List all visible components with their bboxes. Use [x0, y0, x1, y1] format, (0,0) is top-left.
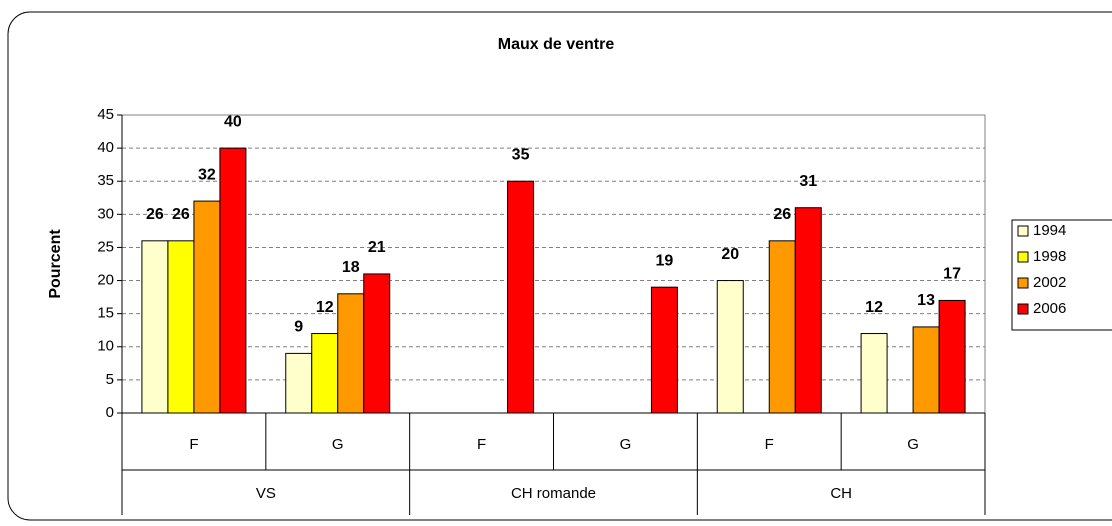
bar [912, 326, 940, 414]
y-tick-label: 35 [97, 172, 114, 189]
y-axis-label: Pourcent [47, 229, 64, 299]
y-tick-label: 20 [97, 272, 114, 289]
legend-box [1011, 219, 1112, 331]
legend-swatch [1017, 225, 1029, 237]
x-tick-label: F [477, 436, 486, 453]
data-label: 26 [773, 206, 791, 223]
data-label: 26 [172, 206, 190, 223]
group-label: CH [830, 485, 852, 502]
y-tick-label: 45 [97, 106, 114, 123]
y-tick-label: 25 [97, 238, 114, 255]
group-label: CH romande [511, 485, 596, 502]
data-label: 40 [224, 113, 242, 130]
bar [716, 280, 744, 414]
y-tick-label: 0 [106, 404, 114, 421]
legend-swatch [1017, 303, 1029, 315]
bar [860, 333, 888, 414]
bar [311, 333, 339, 414]
data-label: 12 [316, 299, 334, 316]
data-label: 20 [721, 246, 739, 263]
data-label: 9 [294, 319, 303, 336]
bar [768, 240, 796, 414]
y-tick-label: 10 [97, 338, 114, 355]
x-tick-label: F [765, 436, 774, 453]
y-tick-label: 30 [97, 205, 114, 222]
bar [794, 207, 822, 414]
y-tick-label: 15 [97, 305, 114, 322]
x-tick-label: G [332, 436, 344, 453]
legend-label: 1994 [1033, 222, 1066, 239]
y-tick-label: 40 [97, 139, 114, 156]
data-label: 17 [943, 266, 961, 283]
legend-label: 2006 [1033, 300, 1066, 317]
data-label: 31 [799, 173, 817, 190]
bar [219, 147, 247, 414]
data-label: 21 [368, 239, 386, 256]
bar [193, 200, 221, 414]
legend-swatch [1017, 277, 1029, 289]
data-label: 19 [656, 252, 674, 269]
plot-area [121, 114, 986, 414]
data-label: 12 [865, 299, 883, 316]
bar [337, 293, 365, 414]
data-label: 32 [198, 166, 216, 183]
bar [938, 299, 966, 414]
data-label: 26 [146, 206, 164, 223]
y-tick-label: 5 [106, 371, 114, 388]
legend-label: 2002 [1033, 274, 1066, 291]
x-tick-label: F [189, 436, 198, 453]
bar [141, 240, 169, 414]
bar [167, 240, 195, 414]
group-label: VS [256, 485, 276, 502]
data-label: 18 [342, 259, 360, 276]
chart-title: Maux de ventre [498, 36, 615, 53]
bar [650, 286, 678, 414]
legend-swatch [1017, 251, 1029, 263]
bar [507, 180, 535, 414]
bar [285, 352, 313, 414]
data-label: 13 [917, 292, 935, 309]
data-label: 35 [512, 146, 530, 163]
x-tick-label: G [620, 436, 632, 453]
legend-label: 1998 [1033, 248, 1066, 265]
bar [363, 273, 391, 414]
x-tick-label: G [907, 436, 919, 453]
